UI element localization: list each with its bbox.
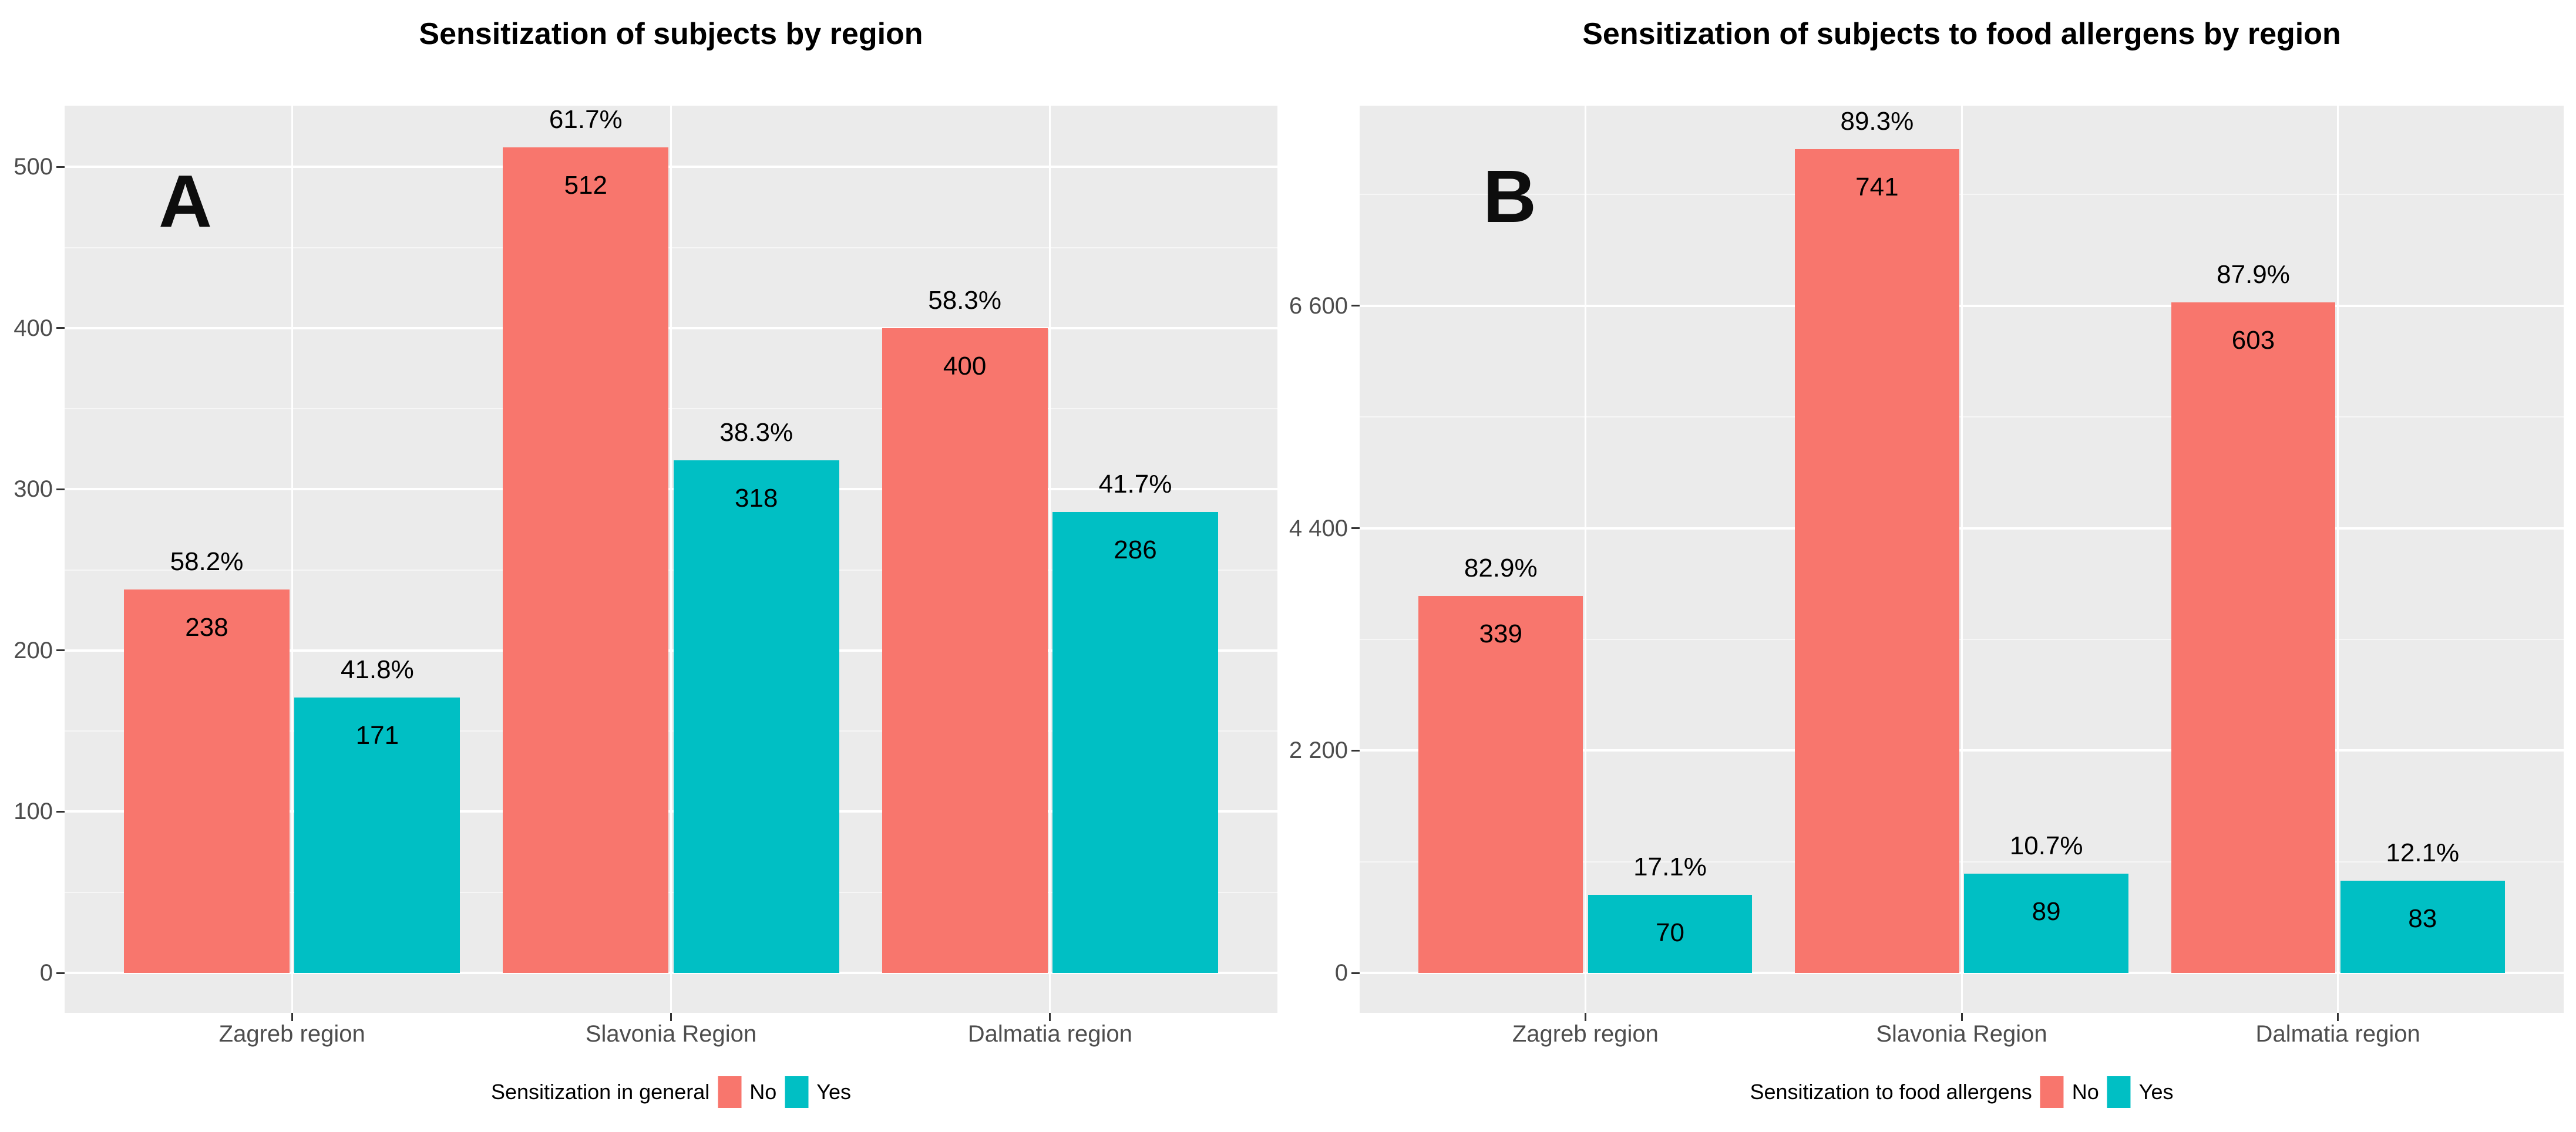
- legend: Sensitization in general No Yes: [491, 1076, 851, 1109]
- x-axis-tick: [1049, 1013, 1051, 1021]
- x-axis-category-label: Zagreb region: [218, 1021, 365, 1047]
- bar-no-dalmatia: [882, 328, 1048, 973]
- y-axis-tick: [1351, 527, 1360, 530]
- y-axis-tick: [56, 649, 65, 652]
- bar-yes-dalmatia: [1052, 511, 1218, 973]
- bar-no-slavonia: [503, 147, 669, 973]
- gridline-vertical: [1049, 106, 1051, 1013]
- bar-yes-slavonia: [1964, 874, 2129, 973]
- bar-percent-label: 41.7%: [1098, 469, 1172, 498]
- bar-no-slavonia: [1794, 149, 1959, 973]
- bar-yes-zagreb: [1588, 895, 1753, 973]
- x-axis-category-label: Slavonia Region: [585, 1021, 757, 1047]
- y-axis-tick: [1351, 305, 1360, 307]
- bar-count-label: 339: [1479, 619, 1522, 649]
- legend-title: Sensitization in general: [491, 1080, 710, 1104]
- x-axis-category-label: Zagreb region: [1512, 1021, 1659, 1047]
- bar-count-label: 238: [185, 612, 228, 642]
- bar-count-label: 741: [1855, 172, 1899, 201]
- legend-label-no: No: [2071, 1080, 2099, 1104]
- bar-count-label: 512: [564, 171, 608, 200]
- bar-percent-label: 61.7%: [549, 105, 623, 134]
- bar-count-label: 286: [1114, 535, 1157, 564]
- gridline-vertical: [670, 106, 672, 1013]
- legend-swatch-no: [718, 1076, 742, 1108]
- y-axis-tick-label: 0: [1334, 960, 1348, 986]
- legend-label-yes: Yes: [2138, 1080, 2174, 1104]
- legend: Sensitization to food allergens No Yes: [1750, 1076, 2174, 1109]
- x-axis-category-label: Dalmatia region: [2255, 1021, 2420, 1047]
- y-axis-tick-label: 500: [14, 154, 53, 180]
- bar-percent-label: 17.1%: [1633, 853, 1707, 882]
- bar-yes-slavonia: [673, 460, 839, 973]
- y-axis-tick: [56, 488, 65, 490]
- gridline-vertical: [2337, 106, 2339, 1013]
- panel-letter: A: [159, 160, 212, 242]
- legend-title: Sensitization to food allergens: [1750, 1080, 2032, 1104]
- bar-no-dalmatia: [2171, 302, 2336, 973]
- chart-title: Sensitization of subjects by region: [419, 17, 923, 51]
- bar-percent-label: 41.8%: [340, 655, 414, 684]
- y-axis-tick: [1351, 972, 1360, 974]
- legend-label-yes: Yes: [816, 1080, 851, 1104]
- y-axis-tick: [56, 810, 65, 813]
- bar-percent-label: 12.1%: [2386, 838, 2460, 867]
- bar-percent-label: 38.3%: [719, 417, 793, 447]
- y-axis-tick-label: 2 200: [1289, 737, 1348, 764]
- y-axis-tick: [56, 166, 65, 168]
- y-axis-tick-label: 200: [14, 637, 53, 663]
- bar-count-label: 83: [2408, 904, 2437, 933]
- bar-count-label: 603: [2231, 326, 2275, 355]
- y-axis-tick-label: 4 400: [1289, 515, 1348, 541]
- bar-percent-label: 58.2%: [170, 547, 244, 576]
- bar-no-zagreb: [1418, 596, 1583, 973]
- bar-yes-zagreb: [294, 697, 460, 973]
- bar-count-label: 400: [943, 351, 987, 380]
- legend-swatch-yes: [785, 1076, 809, 1108]
- bar-yes-dalmatia: [2340, 880, 2505, 973]
- y-axis-tick: [56, 327, 65, 329]
- x-axis-tick: [291, 1013, 293, 1021]
- chart-title: Sensitization of subjects to food allerg…: [1582, 17, 2341, 51]
- legend-swatch-yes: [2107, 1076, 2131, 1108]
- y-axis-tick: [1351, 749, 1360, 752]
- panel-letter: B: [1483, 155, 1536, 238]
- y-axis-tick-label: 0: [39, 960, 53, 986]
- x-axis-category-label: Dalmatia region: [967, 1021, 1132, 1047]
- y-axis-tick-label: 100: [14, 799, 53, 825]
- bar-count-label: 171: [355, 720, 399, 750]
- x-axis-tick: [1584, 1013, 1586, 1021]
- x-axis-tick: [1960, 1013, 1963, 1021]
- y-axis-tick-label: 6 600: [1289, 292, 1348, 319]
- x-axis-tick: [670, 1013, 672, 1021]
- bar-count-label: 70: [1656, 918, 1684, 948]
- y-axis-tick-label: 300: [14, 476, 53, 503]
- x-axis-category-label: Slavonia Region: [1876, 1021, 2047, 1047]
- bar-count-label: 89: [2032, 897, 2061, 927]
- bar-count-label: 318: [734, 483, 778, 513]
- y-axis-tick-label: 400: [14, 315, 53, 341]
- legend-label-no: No: [749, 1080, 777, 1104]
- legend-swatch-no: [2040, 1076, 2064, 1108]
- bar-percent-label: 89.3%: [1840, 106, 1914, 136]
- y-axis-tick: [56, 972, 65, 974]
- gridline-vertical: [1584, 106, 1586, 1013]
- gridline-vertical: [291, 106, 293, 1013]
- bar-percent-label: 82.9%: [1464, 554, 1538, 583]
- bar-no-zagreb: [124, 589, 290, 973]
- bar-percent-label: 10.7%: [2009, 831, 2083, 861]
- bar-percent-label: 87.9%: [2217, 260, 2290, 289]
- x-axis-tick: [2337, 1013, 2339, 1021]
- gridline-vertical: [1960, 106, 1963, 1013]
- bar-percent-label: 58.3%: [928, 285, 1001, 315]
